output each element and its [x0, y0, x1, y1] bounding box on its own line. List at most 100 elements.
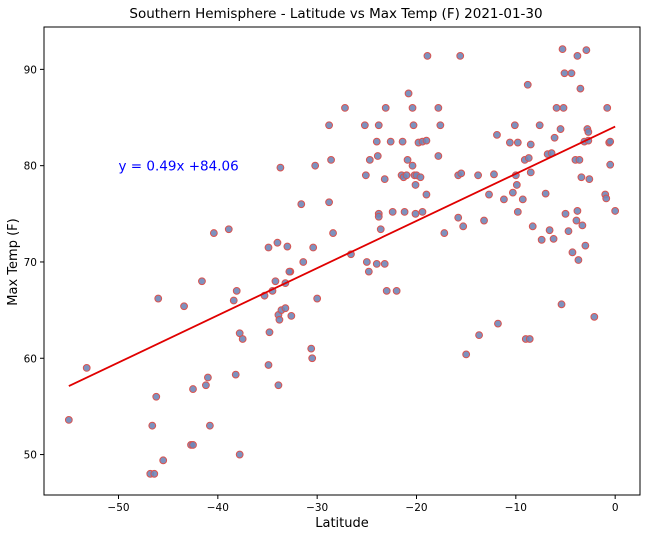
data-point	[559, 103, 568, 112]
data-point	[490, 170, 498, 179]
data-point	[422, 136, 431, 145]
data-point	[500, 195, 508, 204]
data-point	[376, 225, 385, 234]
data-point	[436, 121, 445, 130]
data-point	[285, 267, 294, 276]
data-point	[402, 171, 411, 180]
data-point	[152, 392, 161, 401]
data-point	[513, 138, 522, 147]
data-point	[526, 168, 535, 177]
data-point	[392, 286, 401, 295]
data-point	[411, 181, 420, 189]
data-point	[398, 137, 407, 146]
chart-title: Southern Hemisphere - Latitude vs Max Te…	[129, 6, 542, 22]
data-point	[404, 89, 413, 98]
data-point	[573, 51, 582, 60]
data-point	[493, 130, 501, 139]
data-point	[373, 152, 382, 160]
data-point	[325, 198, 333, 207]
data-point	[558, 45, 567, 54]
data-point	[518, 195, 527, 204]
data-point	[361, 171, 370, 180]
data-point	[508, 188, 517, 197]
data-point	[205, 421, 214, 430]
data-point	[309, 243, 318, 252]
data-point	[229, 296, 238, 305]
data-point	[82, 363, 91, 372]
data-point	[556, 125, 565, 133]
data-point	[585, 175, 594, 184]
data-point	[150, 469, 159, 478]
data-point	[409, 121, 418, 130]
data-point	[564, 227, 573, 236]
data-point	[408, 161, 417, 170]
regression-line	[68, 125, 616, 387]
data-point	[299, 258, 308, 266]
data-point	[560, 69, 569, 78]
data-point	[362, 258, 371, 266]
data-point	[578, 221, 587, 230]
data-point	[400, 207, 409, 216]
data-point	[574, 256, 583, 264]
data-point	[232, 286, 241, 295]
data-point	[380, 175, 389, 184]
data-point	[606, 160, 615, 169]
data-point	[360, 121, 369, 130]
data-point	[380, 259, 389, 268]
data-point	[382, 286, 391, 295]
data-point	[577, 173, 586, 182]
data-point	[235, 450, 244, 459]
data-point	[287, 311, 296, 320]
x-tick-label: −40	[207, 502, 229, 514]
x-tick-label: −20	[405, 502, 427, 514]
x-tick-label: −50	[107, 502, 129, 514]
data-point	[545, 226, 554, 235]
data-point	[364, 267, 373, 276]
data-point	[372, 137, 381, 146]
data-point	[283, 242, 292, 251]
data-point	[224, 225, 233, 234]
data-point	[264, 361, 273, 369]
data-point	[403, 155, 412, 164]
data-point	[311, 161, 320, 170]
data-point	[198, 277, 206, 286]
data-point	[408, 103, 417, 112]
y-tick-label: 50	[24, 450, 37, 462]
data-point	[423, 51, 432, 60]
data-point	[271, 277, 280, 286]
data-point	[549, 234, 558, 243]
data-point	[456, 51, 465, 60]
data-point	[557, 300, 566, 309]
data-point	[454, 213, 463, 222]
data-point	[582, 46, 591, 55]
data-point	[365, 155, 374, 164]
x-tick-label: −30	[306, 502, 328, 514]
data-point	[381, 103, 390, 112]
data-point	[341, 103, 349, 112]
data-point	[568, 248, 577, 257]
y-tick-label: 60	[24, 353, 37, 365]
data-point	[494, 319, 502, 328]
x-tick-label: 0	[612, 502, 619, 514]
data-point	[209, 229, 218, 237]
data-point	[528, 222, 537, 231]
y-tick-label: 90	[24, 64, 37, 76]
data-point	[202, 381, 210, 390]
data-point	[275, 315, 284, 324]
data-point	[541, 189, 550, 198]
data-point	[372, 259, 381, 268]
data-point	[388, 207, 397, 216]
data-point	[590, 312, 599, 321]
data-point	[480, 216, 488, 225]
data-point	[474, 171, 482, 180]
data-point	[475, 331, 483, 340]
data-point	[603, 103, 612, 112]
data-point	[510, 121, 519, 130]
data-point	[606, 137, 615, 146]
data-point	[576, 84, 585, 93]
data-point	[265, 328, 274, 337]
data-point	[159, 456, 168, 465]
data-point	[457, 169, 466, 178]
data-point	[505, 138, 514, 147]
data-point	[180, 302, 188, 311]
